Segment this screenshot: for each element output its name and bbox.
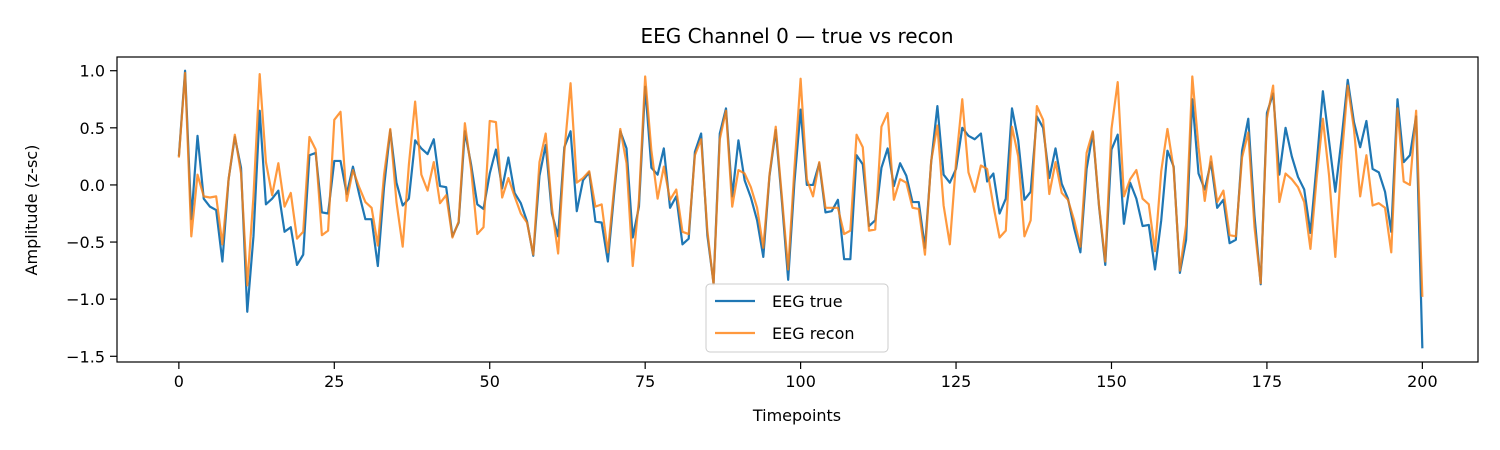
x-tick-label: 100 (785, 372, 816, 391)
x-tick-label: 175 (1252, 372, 1283, 391)
chart-title: EEG Channel 0 — true vs recon (640, 24, 953, 48)
x-axis-label: Timepoints (752, 406, 841, 425)
x-tick-label: 0 (174, 372, 184, 391)
y-tick-label: 1.0 (80, 62, 105, 81)
x-tick-label: 50 (480, 372, 500, 391)
series-line-recon (177, 71, 1424, 297)
plot-frame (116, 56, 1479, 363)
legend-label-recon: EEG recon (772, 324, 855, 343)
x-tick-label: 75 (635, 372, 655, 391)
x-tick-label: 25 (324, 372, 344, 391)
legend-label-true: EEG true (772, 292, 843, 311)
y-tick-label: 0.0 (80, 176, 105, 195)
y-axis-label: Amplitude (z-sc) (22, 145, 41, 276)
y-tick-label: −1.0 (66, 290, 105, 309)
x-tick-label: 150 (1096, 372, 1127, 391)
y-tick-label: −1.5 (66, 347, 105, 366)
y-tick-label: 0.5 (80, 119, 105, 138)
x-axis-ticks: 0 25 50 75 100 125 150 175 200 (174, 362, 1438, 391)
plot-lines (177, 69, 1424, 349)
legend: EEG true EEG recon (705, 283, 889, 353)
x-tick-label: 200 (1407, 372, 1438, 391)
x-tick-label: 125 (941, 372, 972, 391)
y-tick-label: −0.5 (66, 233, 105, 252)
y-axis-ticks: −1.5 −1.0 −0.5 0.0 0.5 1.0 (66, 62, 117, 366)
